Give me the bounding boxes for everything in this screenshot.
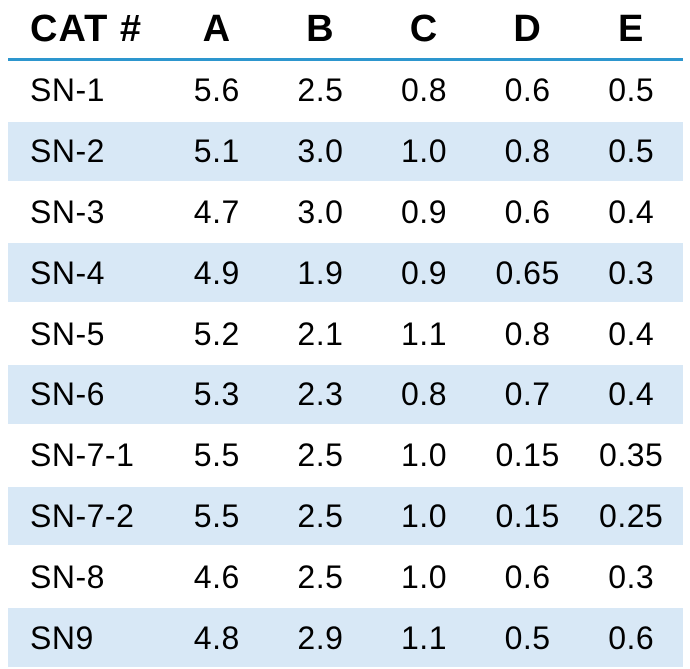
value-cell: 5.5 [193, 497, 240, 534]
cat-cell: SN-4 [30, 254, 105, 291]
value-cell: 0.8 [401, 376, 447, 413]
column-header-d: D [513, 8, 542, 50]
value-cell: 0.15 [495, 497, 560, 534]
value-cell: 0.3 [608, 558, 655, 595]
value-cell: 5.2 [193, 315, 240, 352]
value-cell: 3.0 [297, 133, 344, 170]
value-cell: 4.7 [193, 193, 240, 230]
table-row: SN9 4.8 2.9 1.1 0.5 0.6 [8, 606, 683, 669]
value-cell: 0.9 [401, 254, 447, 291]
value-cell: 0.6 [504, 558, 551, 595]
cat-cell: SN-3 [30, 193, 105, 230]
value-cell: 0.5 [608, 72, 655, 109]
cat-cell: SN9 [30, 619, 94, 656]
value-cell: 2.5 [297, 437, 344, 474]
value-cell: 0.8 [401, 72, 447, 109]
value-cell: 1.0 [401, 558, 447, 595]
cat-cell: SN-8 [30, 558, 105, 595]
table-row: SN-6 5.3 2.3 0.8 0.7 0.4 [8, 362, 683, 426]
value-cell: 2.1 [297, 315, 344, 352]
value-cell: 0.8 [504, 315, 551, 352]
value-cell: 0.6 [504, 72, 551, 109]
cat-cell: SN-7-1 [30, 437, 135, 474]
column-header-e: E [618, 8, 645, 50]
value-cell: 0.4 [608, 376, 655, 413]
value-cell: 0.15 [495, 437, 560, 474]
value-cell: 2.5 [297, 558, 344, 595]
table-row: SN-7-2 5.5 2.5 1.0 0.15 0.25 [8, 484, 683, 548]
table-row: SN-5 5.2 2.1 1.1 0.8 0.4 [8, 304, 683, 363]
table-row: SN-8 4.6 2.5 1.0 0.6 0.3 [8, 547, 683, 606]
column-header-c: C [409, 8, 439, 50]
value-cell: 0.7 [504, 376, 551, 413]
value-cell: 0.4 [608, 315, 655, 352]
value-cell: 1.1 [401, 619, 447, 656]
value-cell: 1.0 [401, 497, 447, 534]
value-cell: 1.0 [401, 437, 447, 474]
column-header-b: B [306, 8, 335, 50]
value-cell: 0.25 [599, 497, 664, 534]
cat-cell: SN-5 [30, 315, 105, 352]
value-cell: 5.1 [193, 133, 240, 170]
value-cell: 0.9 [401, 193, 447, 230]
value-cell: 4.9 [193, 254, 240, 291]
value-cell: 3.0 [297, 193, 344, 230]
cat-cell: SN-1 [30, 72, 105, 109]
value-cell: 2.9 [297, 619, 344, 656]
value-cell: 0.35 [599, 437, 664, 474]
cat-cell: SN-2 [30, 133, 105, 170]
cat-cell: SN-7-2 [30, 497, 135, 534]
value-cell: 0.8 [504, 133, 551, 170]
value-cell: 0.3 [608, 254, 655, 291]
value-cell: 0.6 [504, 193, 551, 230]
value-cell: 0.4 [608, 193, 655, 230]
value-cell: 1.9 [297, 254, 344, 291]
column-header-cat: CAT # [30, 8, 142, 50]
table-row: SN-7-1 5.5 2.5 1.0 0.15 0.35 [8, 426, 683, 485]
value-cell: 0.5 [608, 133, 655, 170]
value-cell: 5.6 [193, 72, 240, 109]
table-row: SN-1 5.6 2.5 0.8 0.6 0.5 [8, 61, 683, 120]
value-cell: 2.5 [297, 72, 344, 109]
column-header-a: A [202, 8, 232, 50]
table-row: SN-2 5.1 3.0 1.0 0.8 0.5 [8, 119, 683, 183]
table-row: SN-3 4.7 3.0 0.9 0.6 0.4 [8, 183, 683, 242]
value-cell: 4.8 [193, 619, 240, 656]
value-cell: 1.0 [401, 133, 447, 170]
value-cell: 5.3 [193, 376, 240, 413]
value-cell: 2.3 [297, 376, 344, 413]
table-header-row: CAT # A B C D E [8, 0, 683, 61]
value-cell: 2.5 [297, 497, 344, 534]
value-cell: 5.5 [193, 437, 240, 474]
spec-table: CAT # A B C D E SN-1 5.6 2.5 0.8 0.6 0.5 SN-2 5… [8, 0, 683, 669]
cat-cell: SN-6 [30, 376, 105, 413]
value-cell: 4.6 [193, 558, 240, 595]
value-cell: 0.5 [504, 619, 551, 656]
value-cell: 1.1 [401, 315, 447, 352]
value-cell: 0.65 [495, 254, 560, 291]
table-row: SN-4 4.9 1.9 0.9 0.65 0.3 [8, 241, 683, 305]
value-cell: 0.6 [608, 619, 655, 656]
